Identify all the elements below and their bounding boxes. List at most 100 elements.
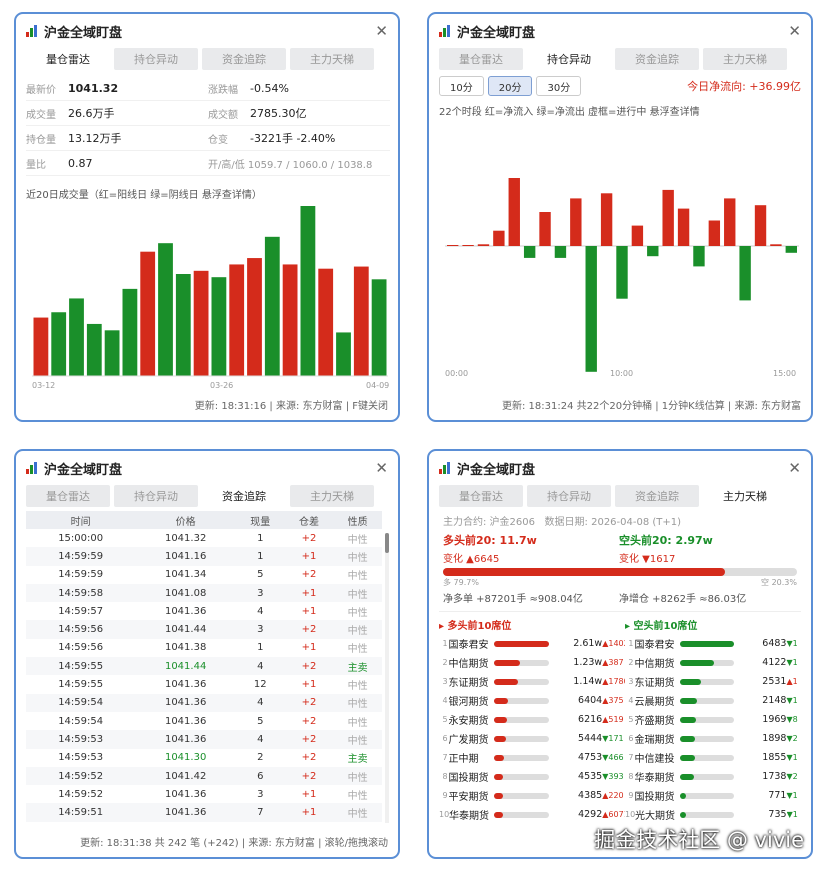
flow-bar [754, 205, 767, 246]
rank-value: 1898 [762, 733, 787, 744]
rank-change: ▼1 [786, 696, 798, 705]
quote-label: 持仓量 [26, 134, 56, 146]
panel-header: 沪金全域盯盘 ✕ [16, 451, 398, 485]
volume-bar [33, 317, 49, 376]
period-10min-button[interactable]: 10分 [439, 76, 484, 96]
tab-fund-tracking[interactable]: 资金追踪 [615, 485, 699, 507]
tab-position-change[interactable]: 持仓异动 [527, 48, 611, 70]
tab-bar: 量仓雷达 持仓异动 资金追踪 主力天梯 [429, 485, 811, 507]
tab-position-change[interactable]: 持仓异动 [527, 485, 611, 507]
quote-label: 成交额 [208, 109, 238, 121]
close-icon[interactable]: ✕ [375, 22, 388, 40]
tab-volume-radar[interactable]: 量仓雷达 [26, 485, 110, 507]
flow-bar [724, 198, 736, 246]
tab-main-ladder[interactable]: 主力天梯 [703, 48, 787, 70]
tab-volume-radar[interactable]: 量仓雷达 [26, 48, 110, 70]
rank-row: 7 正中期 4753 ▼466 [439, 748, 625, 767]
rank-broker-name: 中信期货 [634, 659, 675, 670]
x-tick-label: 03-12 [32, 381, 55, 390]
fund-tracking-panel: 沪金全域盯盘 ✕ 量仓雷达 持仓异动 资金追踪 主力天梯 时间 价格 现量 仓差 性质 … [14, 449, 400, 859]
rank-broker-name: 正中期 [448, 754, 479, 765]
table-cell: 5 [257, 569, 264, 581]
net-long: 净多单 +87201手 ≈908.04亿 [443, 594, 583, 605]
rank-value: 1969 [762, 714, 787, 725]
rank-bar [494, 640, 550, 647]
rank-value: 771 [768, 790, 787, 801]
long-pct: 多 79.7% [443, 578, 479, 587]
rank-row: 1 国泰君安 6483 ▼1 [625, 634, 809, 653]
rank-broker-name: 华泰期货 [634, 773, 675, 784]
tab-bar: 量仓雷达 持仓异动 资金追踪 主力天梯 [429, 48, 811, 70]
volume-bar [175, 274, 191, 376]
volume-bar [69, 298, 84, 376]
rank-number: 3 [628, 677, 634, 686]
flow-bar [462, 245, 474, 246]
table-row: 15:00:00 1041.32 1 +2 中性 [26, 529, 382, 547]
tab-volume-radar[interactable]: 量仓雷达 [439, 485, 523, 507]
table-cell: 中性 [347, 534, 368, 546]
tab-fund-tracking[interactable]: 资金追踪 [202, 48, 286, 70]
table-cell: 4 [257, 605, 264, 617]
rank-bar-fill [679, 754, 696, 761]
rank-bar [679, 659, 734, 666]
tab-main-ladder[interactable]: 主力天梯 [703, 485, 787, 507]
table-cell: 1041.36 [164, 679, 207, 691]
table-row: 14:59:52 1041.42 6 +2 中性 [26, 766, 382, 786]
table-cell: 14:59:53 [26, 730, 136, 749]
tab-fund-tracking[interactable]: 资金追踪 [615, 48, 699, 70]
quote-value: 开/高/低 1059.7 / 1060.0 / 1038.8 [208, 159, 373, 171]
table-cell: 中性 [347, 717, 368, 729]
tab-position-change[interactable]: 持仓异动 [114, 485, 198, 507]
close-icon[interactable]: ✕ [375, 459, 388, 477]
flow-bar [739, 246, 751, 301]
panel-title: 沪金全域盯盘 [44, 25, 123, 41]
tab-main-ladder[interactable]: 主力天梯 [290, 48, 374, 70]
table-scrollbar[interactable] [385, 533, 389, 823]
rank-broker-name: 国投期货 [448, 773, 489, 784]
table-cell: 4 [235, 657, 285, 676]
volume-bar [282, 264, 298, 376]
rank-bar-fill [494, 697, 508, 704]
rank-titles: ▸ 多头前10席位 ▸ 空头前10席位 [439, 611, 801, 632]
rank-broker-name: 东证期货 [634, 678, 675, 689]
rank-change: ▼8 [786, 715, 798, 724]
table-cell: 1041.32 [164, 532, 207, 544]
rank-lists: 1国泰君安2.61w▲140212中信期货1.23w▲3873东证期货1.14w… [429, 632, 811, 824]
table-cell: 14:59:55 [58, 679, 104, 691]
rank-bar-fill [679, 640, 734, 647]
close-icon[interactable]: ✕ [788, 22, 801, 40]
tick-table: 时间 价格 现量 仓差 性质 15:00:00 1041.32 1 +2 中性 14:59:59 1… [26, 511, 382, 822]
rank-number: 3 [442, 677, 448, 686]
quote-field: 持仓量 13.12万手 [26, 126, 208, 151]
period-row: 10分 20分 30分 今日净流向: +36.99亿 [429, 70, 811, 96]
tab-main-ladder[interactable]: 主力天梯 [290, 485, 374, 507]
quote-value: -3221手 -2.40% [250, 132, 336, 145]
rank-value: 1738 [762, 771, 787, 782]
flow-bar [539, 212, 551, 246]
table-row: 14:59:53 1041.36 4 +2 中性 [26, 730, 382, 749]
table-cell: +1 [301, 605, 317, 617]
rank-value: 6404 [578, 695, 603, 706]
volume-bar [104, 330, 120, 376]
rank-broker-name: 国泰君安 [634, 640, 675, 651]
rank-row: 4 云晨期货 2148 ▼1 [625, 691, 809, 710]
tab-fund-tracking[interactable]: 资金追踪 [202, 485, 286, 507]
tab-position-change[interactable]: 持仓异动 [114, 48, 198, 70]
flow-bar [693, 246, 705, 267]
period-30min-button[interactable]: 30分 [536, 76, 582, 96]
net-row: 净多单 +87201手 ≈908.04亿 净增仓 +8262手 ≈86.03亿 [429, 588, 811, 605]
rank-bar [679, 678, 734, 685]
tab-bar: 量仓雷达 持仓异动 资金追踪 主力天梯 [16, 48, 398, 70]
table-cell: 中性 [333, 730, 382, 749]
close-icon[interactable]: ✕ [788, 459, 801, 477]
table-cell: 14:59:53 [58, 752, 104, 764]
x-tick-label: 03-26 [210, 381, 233, 390]
short-top20: 空头前20: 2.97w [619, 534, 713, 547]
tab-volume-radar[interactable]: 量仓雷达 [439, 48, 523, 70]
table-cell: 3 [235, 620, 285, 639]
period-20min-button[interactable]: 20分 [487, 76, 533, 96]
flow-bar [477, 244, 490, 246]
rank-value: 5444 [578, 733, 603, 744]
